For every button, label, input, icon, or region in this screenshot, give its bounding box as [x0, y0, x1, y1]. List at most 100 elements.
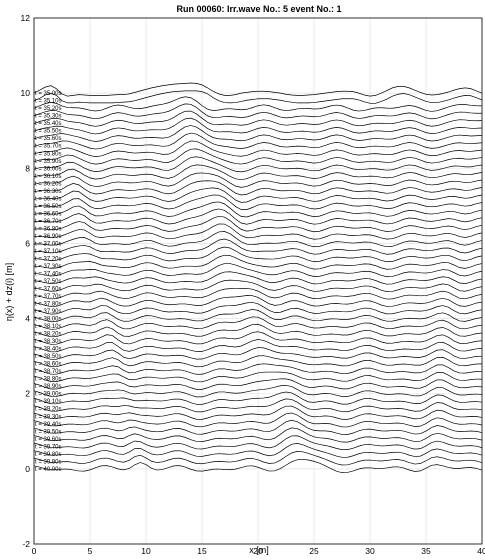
y-axis-label: η(x) + dz(i) [m]: [4, 263, 14, 321]
series-line: [33, 309, 483, 323]
series-line: [33, 288, 483, 300]
series-group: [33, 82, 483, 474]
series-line: [33, 398, 483, 413]
series-line: [33, 201, 483, 218]
x-tick-label: 40: [477, 546, 485, 556]
series-line: [33, 164, 483, 181]
series-label: t = 37.70s: [35, 294, 62, 300]
series-line: [33, 451, 483, 466]
x-axis-label: x [m]: [249, 545, 269, 555]
series-line: [33, 148, 483, 165]
series-line: [33, 238, 483, 255]
series-line: [33, 117, 483, 135]
series-line: [33, 254, 483, 270]
series-line: [33, 295, 483, 307]
y-tick-label: 8: [25, 163, 30, 173]
series-label: t = 39.10s: [35, 399, 62, 405]
series-label: t = 37.80s: [35, 302, 62, 308]
y-tick-label: 12: [21, 13, 31, 23]
y-tick-label: 4: [25, 314, 30, 324]
series-line: [33, 412, 483, 428]
x-tick-label: 15: [197, 546, 207, 556]
x-tick-label: 35: [421, 546, 431, 556]
series-label: t = 39.30s: [35, 414, 62, 420]
series-line: [33, 90, 483, 104]
series-line: [33, 339, 483, 353]
series-label: t = 40.00s: [35, 467, 62, 473]
chart-title: Run 00060: Irr.wave No.: 5 event No.: 1: [176, 4, 341, 14]
series-line: [33, 363, 483, 375]
series-label: t = 38.20s: [35, 332, 62, 338]
series-line: [33, 302, 483, 315]
series-label: t = 35.00s: [35, 91, 62, 97]
series-label: t = 35.40s: [35, 121, 62, 127]
y-ticks: -2 0 2 4 6 8 10 12: [21, 13, 31, 549]
series-label: t = 36.90s: [35, 234, 62, 240]
series-label: t = 36.80s: [35, 226, 62, 232]
series-line: [33, 279, 483, 292]
series-line: [33, 331, 483, 345]
series-line: [33, 384, 483, 398]
x-tick-label: 0: [32, 546, 37, 556]
series-line: [33, 156, 483, 173]
series-label: t = 35.70s: [35, 144, 62, 150]
y-tick-label: 10: [21, 88, 31, 98]
series-line: [33, 271, 483, 285]
plot-frame: [33, 17, 483, 545]
series-line: [33, 103, 482, 120]
series-label: t = 38.10s: [35, 324, 62, 330]
series-label: t = 37.10s: [35, 249, 62, 255]
series-line: [33, 378, 483, 390]
series-label: t = 35.30s: [35, 114, 62, 120]
series-label: t = 36.70s: [35, 219, 62, 225]
series-label: t = 37.90s: [35, 309, 62, 315]
series-line: [33, 419, 483, 435]
series-label: t = 35.10s: [35, 99, 62, 105]
series-label: t = 38.40s: [35, 347, 62, 353]
series-label: t = 39.70s: [35, 444, 62, 450]
series-line: [33, 427, 483, 443]
series-line: [33, 132, 483, 150]
series-label: t = 39.40s: [35, 422, 62, 428]
x-tick-label: 5: [88, 546, 93, 556]
series-label: t = 35.50s: [35, 129, 62, 135]
x-tick-label: 25: [309, 546, 319, 556]
series-line: [33, 458, 483, 474]
series-label: t = 37.30s: [35, 264, 62, 270]
series-line: [33, 187, 483, 203]
series-label: t = 37.00s: [35, 241, 62, 247]
series-line: [33, 125, 483, 142]
series-line: [33, 371, 483, 383]
series-label: t = 39.80s: [35, 452, 62, 458]
x-ticks: 0 5 10 15 20 25 30 35 40: [32, 546, 485, 556]
series-label: t = 36.40s: [35, 196, 62, 202]
series-line: [33, 140, 483, 157]
series-line: [33, 316, 483, 330]
series-label: t = 36.10s: [35, 174, 62, 180]
series-label: t = 38.80s: [35, 377, 62, 383]
series-label: t = 36.00s: [35, 166, 62, 172]
series-line: [33, 172, 483, 188]
series-line: [33, 405, 483, 420]
series-label: t = 39.60s: [35, 437, 62, 443]
series-label: t = 36.30s: [35, 189, 62, 195]
series-label: t = 36.20s: [35, 181, 62, 187]
series-label: t = 35.60s: [35, 136, 62, 142]
series-label: t = 38.00s: [35, 317, 62, 323]
series-label: t = 37.60s: [35, 287, 62, 293]
series-label: t = 35.20s: [35, 106, 62, 112]
series-label: t = 37.50s: [35, 279, 62, 285]
y-tick-label: 2: [25, 389, 30, 399]
series-line: [33, 231, 483, 248]
series-label: t = 38.30s: [35, 339, 62, 345]
series-line: [33, 246, 483, 263]
series-line: [33, 110, 483, 127]
series-label: t = 37.20s: [35, 256, 62, 262]
series-label: t = 39.00s: [35, 392, 62, 398]
series-line: [33, 435, 483, 451]
series-line: [33, 263, 483, 278]
series-line: [33, 208, 483, 225]
series-label: t = 38.50s: [35, 354, 62, 360]
series-line: [33, 355, 483, 368]
